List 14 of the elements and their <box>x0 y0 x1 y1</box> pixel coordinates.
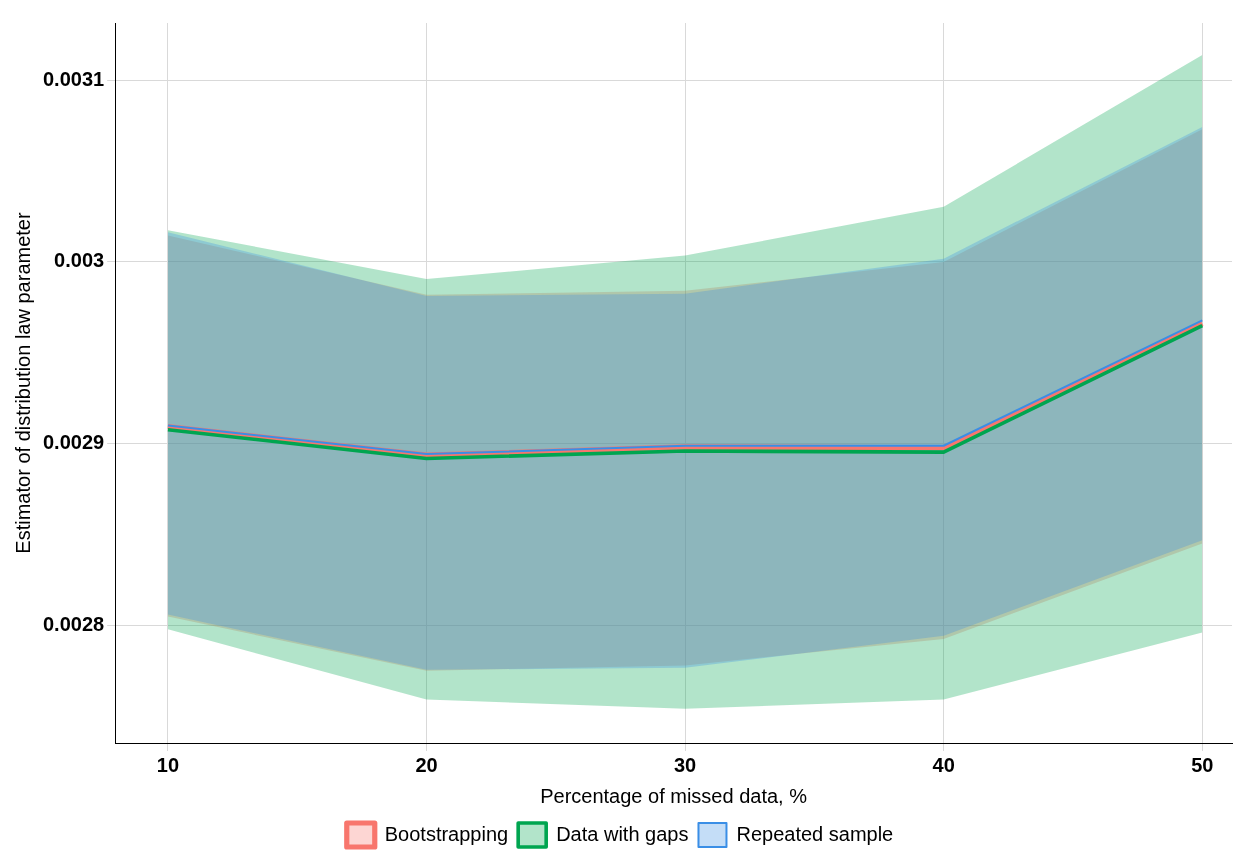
x-tick-label: 50 <box>1191 753 1214 776</box>
x-tick-label: 30 <box>673 753 697 776</box>
y-tick-label: 0.0029 <box>43 431 105 454</box>
y-tick-label: 0.0031 <box>43 67 105 90</box>
legend-label: Bootstrapping <box>384 822 509 845</box>
legend-label: Data with gaps <box>556 822 689 845</box>
x-axis-title: Percentage of missed data, % <box>540 784 808 807</box>
y-axis-title: Estimator of distribution law parameter <box>11 212 34 554</box>
y-tick-label: 0.003 <box>54 249 105 272</box>
y-tick-label: 0.0028 <box>43 612 105 635</box>
x-tick-label: 10 <box>156 753 180 776</box>
x-tick-label: 20 <box>415 753 438 776</box>
x-tick-label: 40 <box>932 753 955 776</box>
legend-label: Repeated sample <box>736 822 894 845</box>
